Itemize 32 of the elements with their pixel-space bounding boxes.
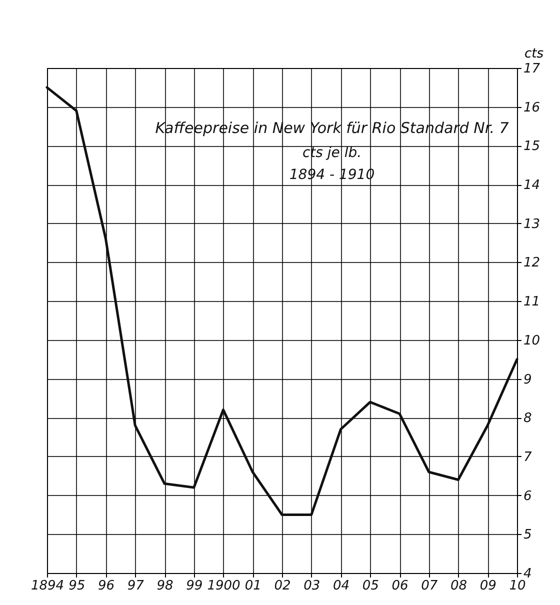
x-tick-label: 07 — [421, 578, 438, 594]
y-tick-label: 13 — [524, 216, 540, 232]
x-tick-label: 03 — [304, 578, 320, 594]
y-tick-label: 10 — [524, 333, 540, 348]
line-series — [46, 86, 518, 516]
x-tick-label: 99 — [186, 578, 203, 594]
x-tick-label: 04 — [332, 578, 350, 594]
y-tick-label: 4 — [524, 566, 532, 582]
x-tick-label: 01 — [244, 578, 262, 594]
y-tick-label: 5 — [524, 528, 532, 543]
y-tick-label: 12 — [524, 256, 540, 271]
y-axis-title: cts — [524, 46, 544, 62]
x-tick-label: 02 — [274, 578, 291, 594]
y-tick-label: 11 — [524, 294, 540, 310]
y-tick-label: 9 — [524, 372, 532, 388]
x-tick-label: 97 — [127, 578, 145, 594]
x-tick-label: 1894 — [30, 578, 64, 594]
x-tick-label: 95 — [68, 578, 86, 594]
x-tick-label: 1900 — [207, 578, 240, 594]
y-tick-label: 7 — [524, 450, 532, 465]
y-tick-label: 8 — [524, 411, 532, 426]
x-tick-label: 08 — [450, 578, 468, 594]
x-tick-label: 05 — [362, 578, 379, 594]
y-tick-label: 14 — [524, 178, 540, 194]
x-tick-label: 96 — [98, 578, 115, 594]
y-tick-label: 6 — [524, 488, 532, 504]
x-tick-label: 09 — [480, 578, 496, 594]
y-tick-label: 16 — [524, 100, 540, 116]
y-tick-label: 17 — [524, 62, 541, 76]
x-tick-label: 98 — [156, 578, 174, 594]
y-tick-label: 15 — [524, 139, 540, 154]
x-tick-label: 06 — [392, 578, 408, 594]
